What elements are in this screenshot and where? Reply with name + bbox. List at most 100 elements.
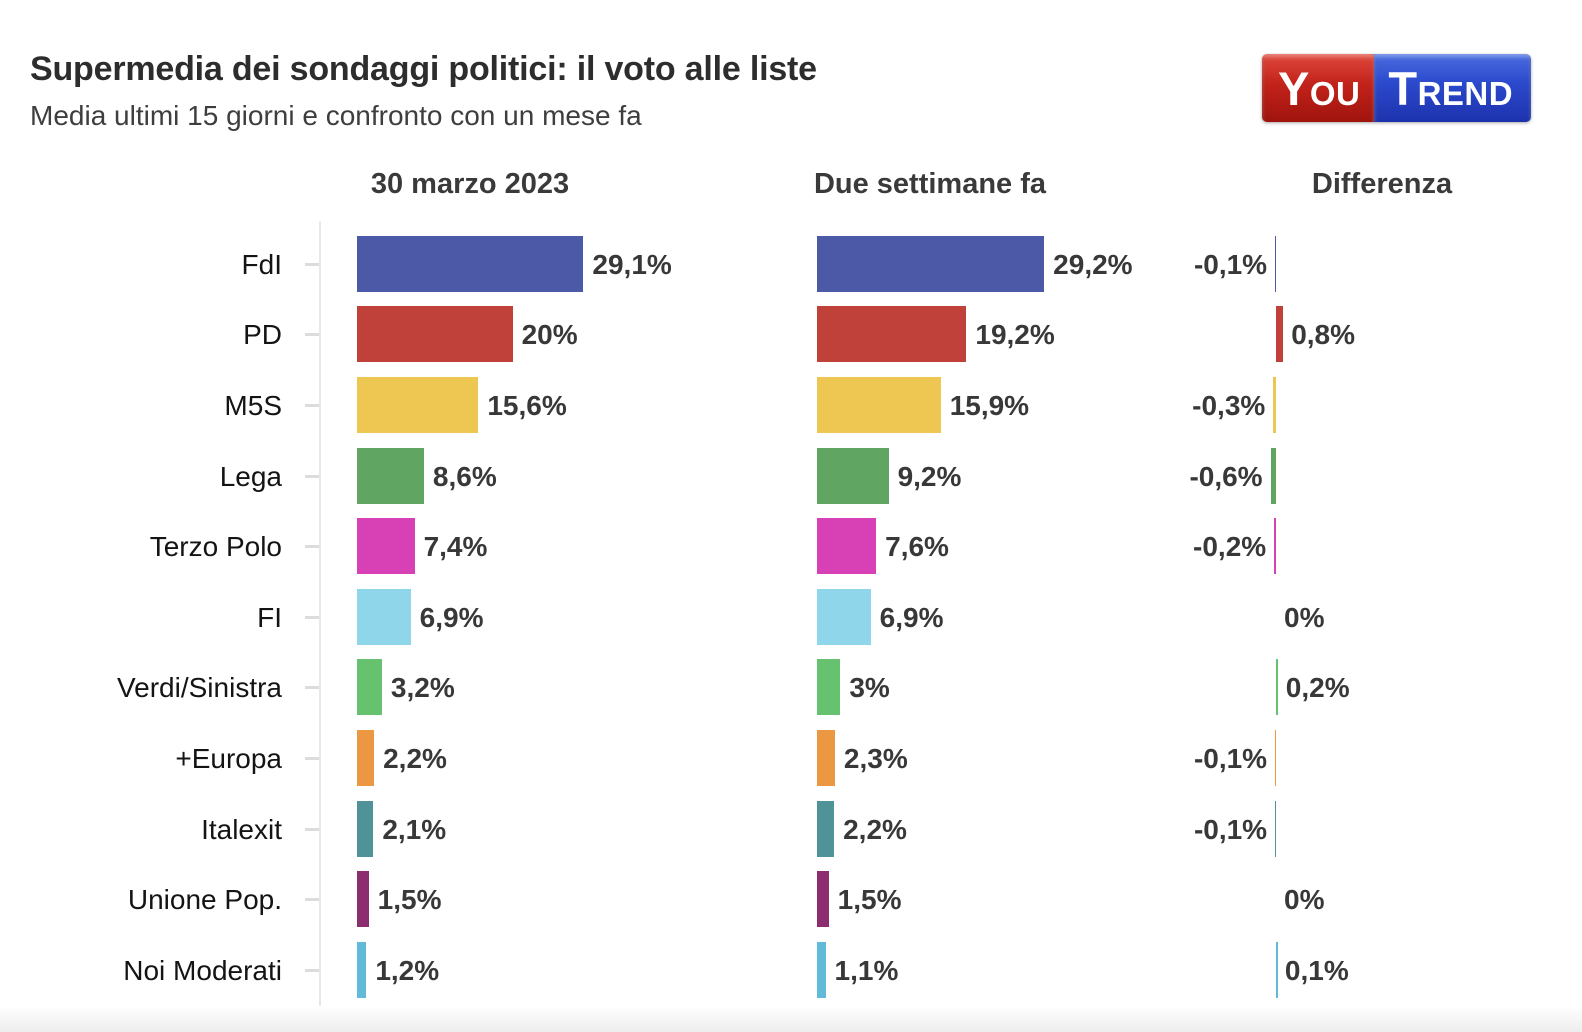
party-label: Lega xyxy=(219,460,282,492)
bar-current xyxy=(357,800,374,857)
value-current: 15,6% xyxy=(487,390,567,422)
bar-current xyxy=(357,518,415,575)
value-difference: -0,3% xyxy=(1192,390,1266,422)
chart-row: Noi Moderati 1,2% 1,1% 0,1% xyxy=(0,935,1582,1006)
value-current: 6,9% xyxy=(419,601,484,633)
party-label: Unione Pop. xyxy=(127,884,282,916)
bar-difference xyxy=(1274,235,1276,292)
party-label: Noi Moderati xyxy=(123,954,282,986)
bar-previous xyxy=(817,941,826,998)
bar-current xyxy=(357,729,375,786)
bar-previous xyxy=(817,518,877,575)
axis-tick xyxy=(305,686,319,690)
bar-previous xyxy=(817,235,1045,292)
axis-tick xyxy=(305,898,319,902)
bar-difference xyxy=(1276,941,1278,998)
value-difference: -0,1% xyxy=(1193,813,1268,845)
bar-current xyxy=(357,659,382,716)
value-current: 1,5% xyxy=(377,884,442,916)
party-label: PD xyxy=(243,319,282,351)
bar-previous xyxy=(817,659,841,716)
value-previous: 1,5% xyxy=(837,884,902,916)
bar-current xyxy=(357,588,411,645)
axis-tick xyxy=(305,756,319,760)
chart-row: Lega 8,6% 9,2% -0,6% xyxy=(0,441,1582,512)
party-label: Italexit xyxy=(201,813,282,845)
bar-previous xyxy=(817,447,889,504)
bar-current xyxy=(357,941,367,998)
party-label: FdI xyxy=(241,248,282,280)
party-label: Terzo Polo xyxy=(149,531,282,563)
chart-row: Verdi/Sinistra 3,2% 3% 0,2% xyxy=(0,652,1582,723)
page-title: Supermedia dei sondaggi politici: il vot… xyxy=(30,50,817,88)
chart-row: +Europa 2,2% 2,3% -0,1% xyxy=(0,723,1582,794)
logo-trend-segment: Trend xyxy=(1374,54,1532,122)
value-difference: 0% xyxy=(1284,601,1325,633)
axis-tick xyxy=(305,615,319,619)
axis-tick xyxy=(305,474,319,478)
bar-previous xyxy=(817,377,941,434)
value-previous: 15,9% xyxy=(949,390,1030,422)
value-difference: -0,6% xyxy=(1189,460,1263,492)
value-previous: 1,1% xyxy=(834,954,899,986)
value-previous: 2,2% xyxy=(843,813,907,845)
value-difference: 0,2% xyxy=(1285,672,1350,704)
value-previous: 29,2% xyxy=(1053,248,1133,280)
axis-tick xyxy=(305,827,319,831)
bar-current xyxy=(357,235,584,292)
bar-previous xyxy=(817,729,835,786)
youtrend-logo: You Trend xyxy=(1262,54,1532,122)
value-current: 20% xyxy=(521,319,578,351)
bar-current xyxy=(357,447,424,504)
value-current: 29,1% xyxy=(592,248,672,280)
value-current: 8,6% xyxy=(432,460,497,492)
page-subtitle: Media ultimi 15 giorni e confronto con u… xyxy=(30,100,642,131)
footer-strip xyxy=(0,1006,1582,1032)
bar-difference xyxy=(1274,800,1276,857)
value-current: 2,1% xyxy=(382,813,447,845)
bar-difference xyxy=(1274,729,1276,786)
bar-difference xyxy=(1276,659,1278,716)
party-label: M5S xyxy=(224,390,282,422)
column-header-current: 30 marzo 2023 xyxy=(370,168,570,200)
chart-row: FI 6,9% 6,9% 0% xyxy=(0,582,1582,653)
value-previous: 9,2% xyxy=(897,460,962,492)
bar-difference xyxy=(1276,306,1284,363)
value-current: 7,4% xyxy=(423,531,488,563)
value-current: 1,2% xyxy=(375,954,440,986)
column-header-difference: Differenza xyxy=(1311,168,1453,200)
bar-current xyxy=(357,377,479,434)
bar-current xyxy=(357,306,513,363)
value-current: 3,2% xyxy=(390,672,455,704)
axis-tick xyxy=(305,262,319,266)
chart-row: FdI 29,1% 29,2% -0,1% xyxy=(0,229,1582,300)
bar-previous xyxy=(817,871,829,928)
value-difference: -0,1% xyxy=(1193,742,1268,774)
chart-row: Terzo Polo 7,4% 7,6% -0,2% xyxy=(0,511,1582,582)
value-difference: 0% xyxy=(1284,884,1325,916)
party-label: Verdi/Sinistra xyxy=(117,672,282,704)
axis-tick xyxy=(305,968,319,972)
bar-difference xyxy=(1273,377,1276,434)
value-previous: 2,3% xyxy=(843,742,908,774)
axis-tick xyxy=(305,333,319,337)
bar-difference xyxy=(1274,518,1276,575)
bar-previous xyxy=(817,800,835,857)
chart-row: M5S 15,6% 15,9% -0,3% xyxy=(0,370,1582,441)
party-label: +Europa xyxy=(175,742,282,774)
bar-difference xyxy=(1270,447,1276,504)
value-previous: 3% xyxy=(849,672,890,704)
value-difference: 0,8% xyxy=(1291,319,1356,351)
value-difference: -0,1% xyxy=(1193,248,1268,280)
bar-current xyxy=(357,871,369,928)
bar-previous xyxy=(817,588,871,645)
party-label: FI xyxy=(257,601,282,633)
chart-row: Unione Pop. 1,5% 1,5% 0% xyxy=(0,864,1582,935)
value-difference: -0,2% xyxy=(1193,531,1267,563)
axis-tick xyxy=(305,545,319,549)
bar-previous xyxy=(817,306,967,363)
y-axis-line xyxy=(319,221,321,1009)
axis-tick xyxy=(305,404,319,408)
value-previous: 19,2% xyxy=(975,319,1055,351)
